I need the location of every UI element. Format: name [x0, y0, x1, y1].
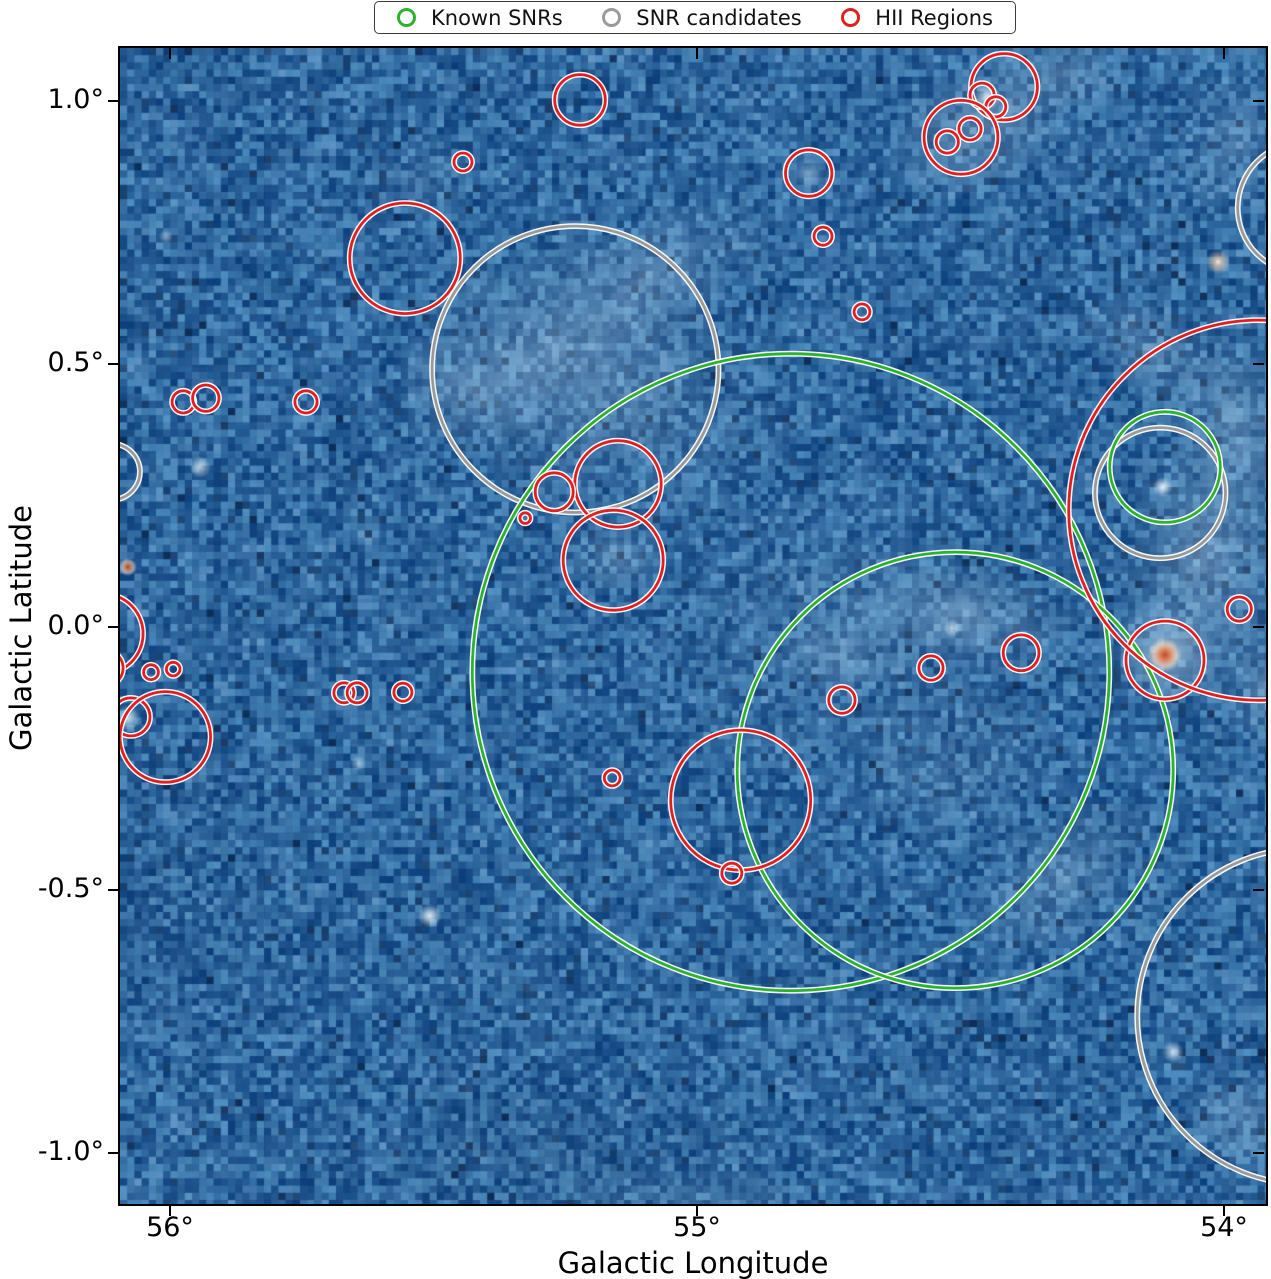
hii-regions-circle [533, 471, 575, 513]
y-major-tick [108, 626, 120, 628]
hii-regions-circle [293, 389, 319, 415]
legend-item-snr-candidates: SNR candidates [602, 6, 802, 30]
x-major-tick [696, 1204, 698, 1216]
legend: Known SNRs SNR candidates HII Regions [374, 1, 1016, 34]
snr-candidates-circle [120, 443, 142, 500]
y-tick-label: 0.5° [47, 347, 104, 378]
known-snrs-circle [735, 550, 1175, 990]
legend-item-known-snrs: Known SNRs [397, 6, 563, 30]
x-major-tick-top [1223, 48, 1225, 59]
hii-regions-circle [917, 654, 945, 682]
y-tick-label: -1.0° [37, 1136, 104, 1167]
hii-regions-circle [553, 73, 607, 127]
hii-regions-circle [191, 383, 221, 413]
hii-regions-circle [518, 511, 532, 525]
y-major-tick-right [1253, 626, 1264, 628]
hii-regions-circle [392, 681, 414, 703]
legend-label: Known SNRs [431, 5, 563, 30]
y-major-tick [108, 363, 120, 365]
y-major-tick-right [1253, 1152, 1264, 1154]
x-tick-label: 55° [673, 1212, 721, 1243]
hii-regions-circle [561, 508, 665, 612]
known-snrs-circle [1108, 410, 1222, 524]
hii-regions-circle [1067, 318, 1266, 702]
y-major-tick-right [1253, 889, 1264, 891]
legend-label: HII Regions [875, 5, 993, 30]
y-major-tick-right [1253, 363, 1264, 365]
hii-regions-circle [332, 681, 356, 705]
plot-frame [118, 46, 1268, 1206]
hii-regions-circle [120, 596, 145, 672]
hii-regions-circle [812, 225, 834, 247]
hii-regions-circle [852, 302, 872, 322]
hii-regions-circle [120, 655, 125, 681]
hii-regions-circle [1124, 619, 1206, 701]
hii-regions-circle [1225, 595, 1253, 623]
snr-candidates-circle [1135, 851, 1266, 1181]
hii-regions-circle [827, 685, 857, 715]
sky-map-image [120, 48, 1266, 1204]
snr-candidates-circle [1093, 426, 1227, 560]
hii-regions-circle [720, 861, 744, 885]
x-tick-label: 56° [146, 1212, 194, 1243]
x-major-tick-top [169, 48, 171, 59]
hii-regions-circle [165, 660, 182, 678]
known-snrs-circle [470, 352, 1111, 993]
hii-regions-circle [142, 663, 160, 681]
region-circles-overlay [120, 50, 1266, 1183]
y-axis-title: Galactic Latitude [4, 505, 38, 751]
y-major-tick [108, 1152, 120, 1154]
legend-marker-circle-icon [397, 8, 416, 27]
legend-item-hii-regions: HII Regions [841, 6, 993, 30]
y-major-tick-right [1253, 100, 1264, 102]
y-major-tick [108, 100, 120, 102]
y-tick-label: 1.0° [47, 84, 104, 115]
legend-marker-circle-icon [841, 8, 861, 27]
x-major-tick [169, 1204, 171, 1216]
x-major-tick [1223, 1204, 1225, 1216]
hii-regions-circle [784, 148, 834, 198]
y-tick-label: 0.0° [47, 610, 104, 641]
hii-regions-circle [120, 696, 152, 738]
hii-regions-circle [1001, 633, 1041, 673]
hii-regions-circle [345, 681, 369, 705]
hii-regions-circle [934, 129, 960, 155]
hii-regions-circle [602, 768, 622, 788]
snr-candidates-circle [1236, 152, 1266, 264]
x-major-tick-top [696, 48, 698, 59]
legend-label: SNR candidates [636, 5, 802, 30]
x-axis-title: Galactic Longitude [557, 1246, 829, 1279]
y-major-tick [108, 889, 120, 891]
hii-regions-circle [957, 116, 983, 142]
hii-regions-circle [573, 439, 663, 529]
hii-regions-circle [120, 690, 212, 784]
hii-regions-circle [922, 99, 1000, 176]
y-tick-label: -0.5° [37, 873, 104, 904]
hii-regions-circle [452, 151, 474, 173]
snr-candidates-circle [430, 224, 720, 514]
hii-regions-circle [348, 201, 462, 315]
legend-marker-circle-icon [602, 8, 622, 27]
x-tick-label: 54° [1200, 1212, 1248, 1243]
